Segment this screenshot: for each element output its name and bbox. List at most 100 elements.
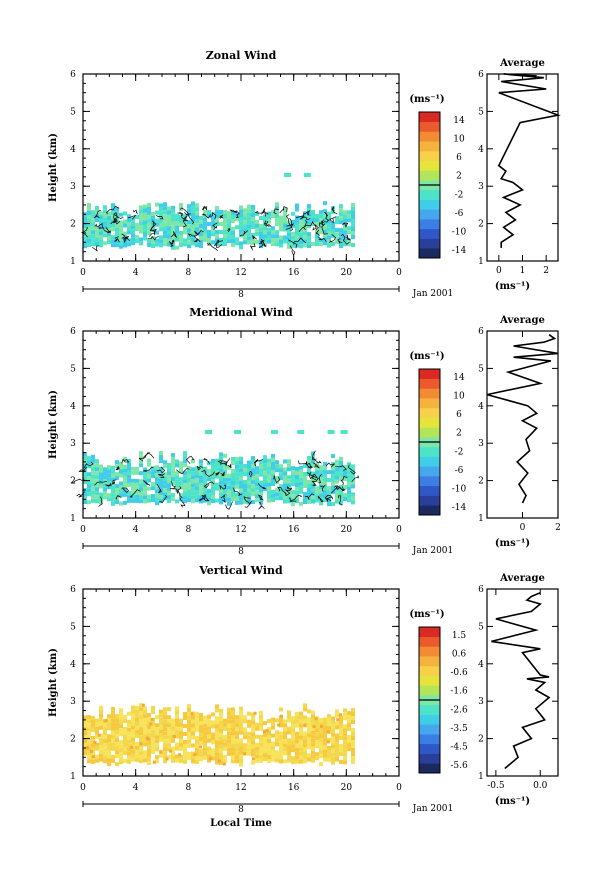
heatmap-cell [219, 488, 223, 493]
heatmap-cell [87, 231, 91, 235]
heatmap-cell [227, 219, 231, 224]
heatmap-cell [151, 737, 155, 742]
y-tick-label: 2 [70, 220, 76, 230]
heatmap-cell [175, 483, 179, 488]
heatmap-cell [83, 456, 87, 460]
heatmap-cell [143, 726, 147, 731]
heatmap-cell [255, 758, 259, 763]
average-y-tick-label: 2 [478, 477, 484, 487]
heatmap-cell [335, 713, 339, 718]
heatmap-cell [275, 464, 279, 469]
heatmap-cell [223, 469, 227, 474]
heatmap-cell [339, 723, 343, 728]
heatmap-cell [239, 464, 243, 469]
y-tick-label: 3 [70, 697, 76, 707]
heatmap-cell [339, 468, 343, 473]
heatmap-cell [203, 229, 207, 234]
contour-line [308, 471, 317, 481]
heatmap-cell [331, 221, 335, 226]
average-title: Average [499, 58, 545, 69]
heatmap-cell [171, 750, 175, 755]
heatmap-cell [311, 242, 315, 246]
heatmap-cell [223, 738, 227, 743]
average-x-tick-label: 2 [543, 266, 549, 276]
heatmap-cell [203, 209, 207, 214]
heatmap-cell [195, 743, 199, 748]
contour-line [114, 236, 120, 243]
heatmap-cell [83, 224, 87, 229]
heatmap-cell [115, 223, 119, 228]
heatmap-cell [219, 712, 223, 717]
heatmap-cell [151, 486, 155, 491]
heatmap-cell [319, 738, 323, 743]
heatmap-cell [187, 715, 191, 720]
heatmap-cell [159, 451, 163, 455]
contour-line [305, 210, 311, 216]
heatmap-cell [135, 757, 139, 762]
heatmap-cell [211, 475, 215, 479]
heatmap-cell [331, 724, 335, 729]
heatmap-cell [191, 225, 195, 230]
heatmap-cell [319, 722, 323, 727]
heatmap-cell [259, 468, 263, 473]
heatmap-cell [299, 477, 303, 482]
heatmap-cell [199, 463, 203, 468]
heatmap-cell [259, 726, 263, 731]
contour-line [252, 235, 257, 240]
warm-spot [265, 729, 269, 733]
heatmap-cell [91, 482, 95, 487]
heatmap-cell [251, 468, 255, 473]
heatmap-cell [195, 223, 199, 228]
echo-cell [205, 429, 213, 434]
heatmap-cell [295, 491, 299, 495]
heatmap-cell [187, 474, 191, 478]
heatmap-cell [163, 727, 167, 732]
heatmap-cell [163, 472, 167, 477]
heatmap-cell [311, 214, 315, 218]
heatmap-cell [351, 744, 355, 748]
heatmap-cell [91, 735, 95, 740]
heatmap-cell [99, 243, 103, 248]
heatmap-cell [251, 744, 255, 749]
heatmap-cell [131, 717, 135, 722]
echo-cell [284, 172, 292, 177]
heatmap-cell [175, 217, 179, 222]
heatmap-cell [251, 492, 255, 497]
heatmap-cell [163, 707, 167, 712]
heatmap-cell [147, 242, 151, 247]
warm-spot [338, 713, 342, 717]
warm-spot [199, 745, 203, 749]
heatmap-cell [343, 477, 347, 481]
heatmap-cell [315, 218, 319, 223]
heatmap-cell [327, 227, 331, 232]
heatmap-cell [91, 739, 95, 744]
heatmap-cell [291, 223, 295, 228]
contour-line [225, 501, 233, 510]
warm-spot [326, 740, 330, 744]
heatmap-cell [247, 735, 251, 740]
heatmap-cell [211, 748, 215, 753]
heatmap-cell [131, 466, 135, 471]
heatmap-cell [167, 230, 171, 235]
heatmap-cell [223, 465, 227, 470]
heatmap-cell [107, 228, 111, 232]
heatmap-cell [171, 469, 175, 474]
heatmap-cell [91, 238, 95, 243]
heatmap-cell [127, 478, 131, 483]
heatmap-cell [243, 224, 247, 229]
heatmap-cell [183, 451, 187, 456]
heatmap-cell [255, 494, 259, 499]
heatmap-cell [327, 243, 331, 248]
heatmap-cell [295, 747, 299, 752]
contour-line [324, 212, 330, 222]
colorbar-unit: (ms⁻¹) [409, 351, 444, 362]
heatmap-cell [299, 485, 303, 490]
heatmap-cell [119, 744, 123, 749]
heatmap-cell [95, 718, 99, 723]
heatmap-cell [143, 487, 147, 492]
heatmap-cell [167, 467, 171, 472]
heatmap-cell [171, 457, 175, 462]
heatmap-cell [151, 466, 155, 471]
